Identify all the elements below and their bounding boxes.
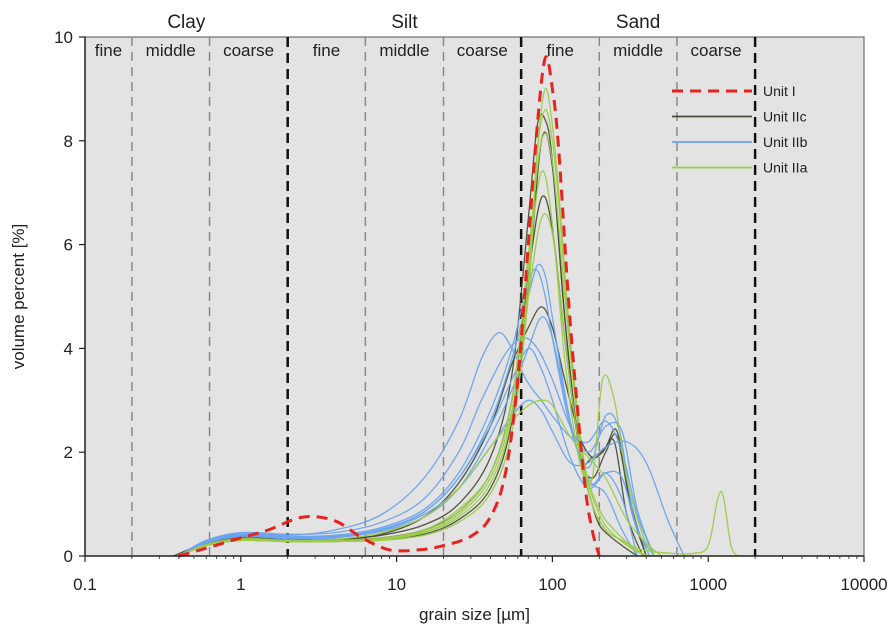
y-tick-label: 4 — [64, 339, 73, 358]
subclass-label: fine — [547, 41, 574, 60]
x-tick-label: 10000 — [840, 575, 887, 594]
y-tick-label: 8 — [64, 132, 73, 151]
x-tick-label: 100 — [538, 575, 566, 594]
series-line-unit-iib — [178, 268, 651, 557]
class-labels: Clay Silt Sand — [167, 12, 660, 33]
plot-area — [84, 36, 865, 557]
subclass-label: fine — [313, 41, 340, 60]
x-tick-label: 0.1 — [73, 575, 97, 594]
y-tick-label: 2 — [64, 443, 73, 462]
series-line-unit-iia — [178, 133, 650, 557]
data-series — [173, 55, 739, 558]
subclass-label: middle — [146, 41, 196, 60]
subclass-label: fine — [95, 41, 122, 60]
legend-label: Unit IIc — [763, 109, 807, 125]
subclass-label: middle — [379, 41, 429, 60]
subclass-label: coarse — [223, 41, 274, 60]
class-boundaries — [131, 37, 757, 556]
subclass-labels: fine middle coarse fine middle coarse fine midd… — [95, 41, 742, 60]
y-tick-label: 0 — [64, 547, 73, 566]
y-tick-label: 6 — [64, 236, 73, 255]
legend-label: Unit IIb — [763, 134, 808, 150]
subclass-label: coarse — [457, 41, 508, 60]
subclass-label: middle — [613, 41, 663, 60]
class-label: Silt — [391, 12, 418, 33]
legend-label: Unit I — [763, 83, 796, 99]
y-tick-label: 10 — [54, 28, 73, 47]
legend: Unit I Unit IIc Unit IIb Unit IIa — [672, 83, 808, 176]
y-axis-label: volume percent [%] — [9, 224, 28, 370]
axes: 0.1 1 10 100 1000 10000 0 2 4 6 8 10 — [54, 28, 888, 594]
legend-label: Unit IIa — [763, 160, 808, 176]
class-label: Sand — [616, 12, 660, 33]
class-label: Clay — [167, 12, 206, 33]
x-axis-label: grain size [µm] — [419, 605, 530, 624]
series-line-unit-i — [178, 55, 601, 558]
subclass-label: coarse — [691, 41, 742, 60]
x-tick-label: 10 — [387, 575, 406, 594]
x-tick-label: 1000 — [689, 575, 727, 594]
x-tick-label: 1 — [236, 575, 245, 594]
series-line-unit-iib — [178, 337, 655, 557]
